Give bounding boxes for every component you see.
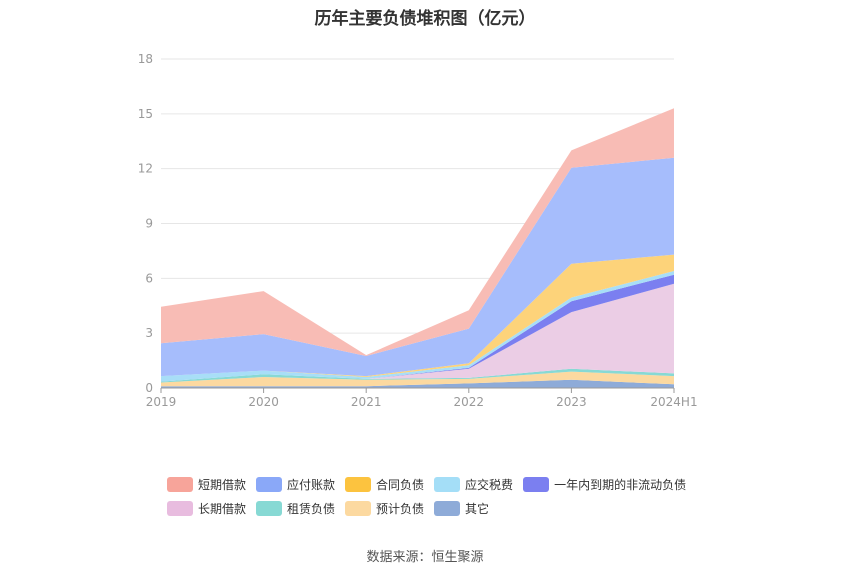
legend-item[interactable]: 长期借款	[167, 500, 246, 517]
legend-label: 短期借款	[198, 477, 247, 492]
y-tick-label: 9	[145, 217, 153, 231]
area-长期借款	[161, 283, 674, 382]
legend-swatch	[345, 500, 372, 516]
y-tick-label: 15	[138, 107, 153, 121]
legend-swatch	[167, 500, 193, 516]
area-其它	[161, 379, 674, 388]
x-tick-label: 2021	[351, 395, 382, 409]
legend-item[interactable]: 其它	[434, 500, 489, 517]
legend-swatch	[256, 476, 283, 492]
legend-swatch	[523, 476, 550, 492]
legend-swatch	[345, 476, 372, 492]
x-tick-label: 2023	[556, 395, 587, 409]
chart-legend: 短期借款 应付账款 合同负债 应交税费 一年内到期的非流动负债 长期借款 租赁负债 预计负债…	[167, 472, 727, 520]
legend-row-2: 长期借款 租赁负债 预计负债 其它	[167, 496, 727, 520]
legend-item[interactable]: 预计负债	[345, 500, 424, 517]
y-tick-label: 12	[138, 162, 153, 176]
legend-item[interactable]: 应交税费	[434, 476, 513, 493]
legend-swatch	[434, 500, 461, 516]
legend-swatch	[256, 500, 283, 516]
legend-label: 应付账款	[287, 477, 336, 492]
area-预计负债	[161, 371, 674, 387]
area-合同负债	[161, 254, 674, 377]
y-tick-label: 0	[145, 381, 153, 395]
x-tick-label: 2022	[454, 395, 485, 409]
x-tick-label: 2024H1	[650, 395, 697, 409]
legend-item[interactable]: 租赁负债	[256, 500, 335, 517]
x-tick-label: 2019	[146, 395, 177, 409]
legend-label: 长期借款	[198, 501, 247, 516]
y-tick-label: 18	[138, 52, 153, 66]
legend-label: 应交税费	[465, 477, 514, 492]
legend-row-1: 短期借款 应付账款 合同负债 应交税费 一年内到期的非流动负债	[167, 472, 727, 496]
y-tick-label: 3	[145, 326, 153, 340]
legend-item[interactable]: 短期借款	[167, 476, 246, 493]
area-应付账款	[161, 157, 674, 377]
area-租赁负债	[161, 368, 674, 383]
stacked-area-chart: 0 3 6 9 12 15 18 2019 2020 2021 2022 2023 2024H1	[138, 52, 698, 409]
chart-title: 历年主要负债堆积图（亿元）	[314, 9, 536, 29]
legend-swatch	[167, 476, 193, 492]
data-source-note: 数据来源：恒生聚源	[366, 550, 484, 565]
legend-item[interactable]: 合同负债	[345, 476, 424, 493]
area-短期借款	[161, 108, 674, 356]
legend-label: 合同负债	[376, 477, 425, 492]
legend-label: 其它	[465, 501, 490, 516]
legend-label: 预计负债	[376, 501, 425, 516]
legend-item[interactable]: 应付账款	[256, 476, 335, 493]
legend-label: 租赁负债	[287, 501, 336, 516]
y-tick-label: 6	[145, 271, 153, 285]
legend-label: 一年内到期的非流动负债	[554, 477, 687, 492]
legend-item[interactable]: 一年内到期的非流动负债	[523, 476, 686, 493]
x-tick-label: 2020	[248, 395, 279, 409]
legend-swatch	[434, 476, 461, 492]
